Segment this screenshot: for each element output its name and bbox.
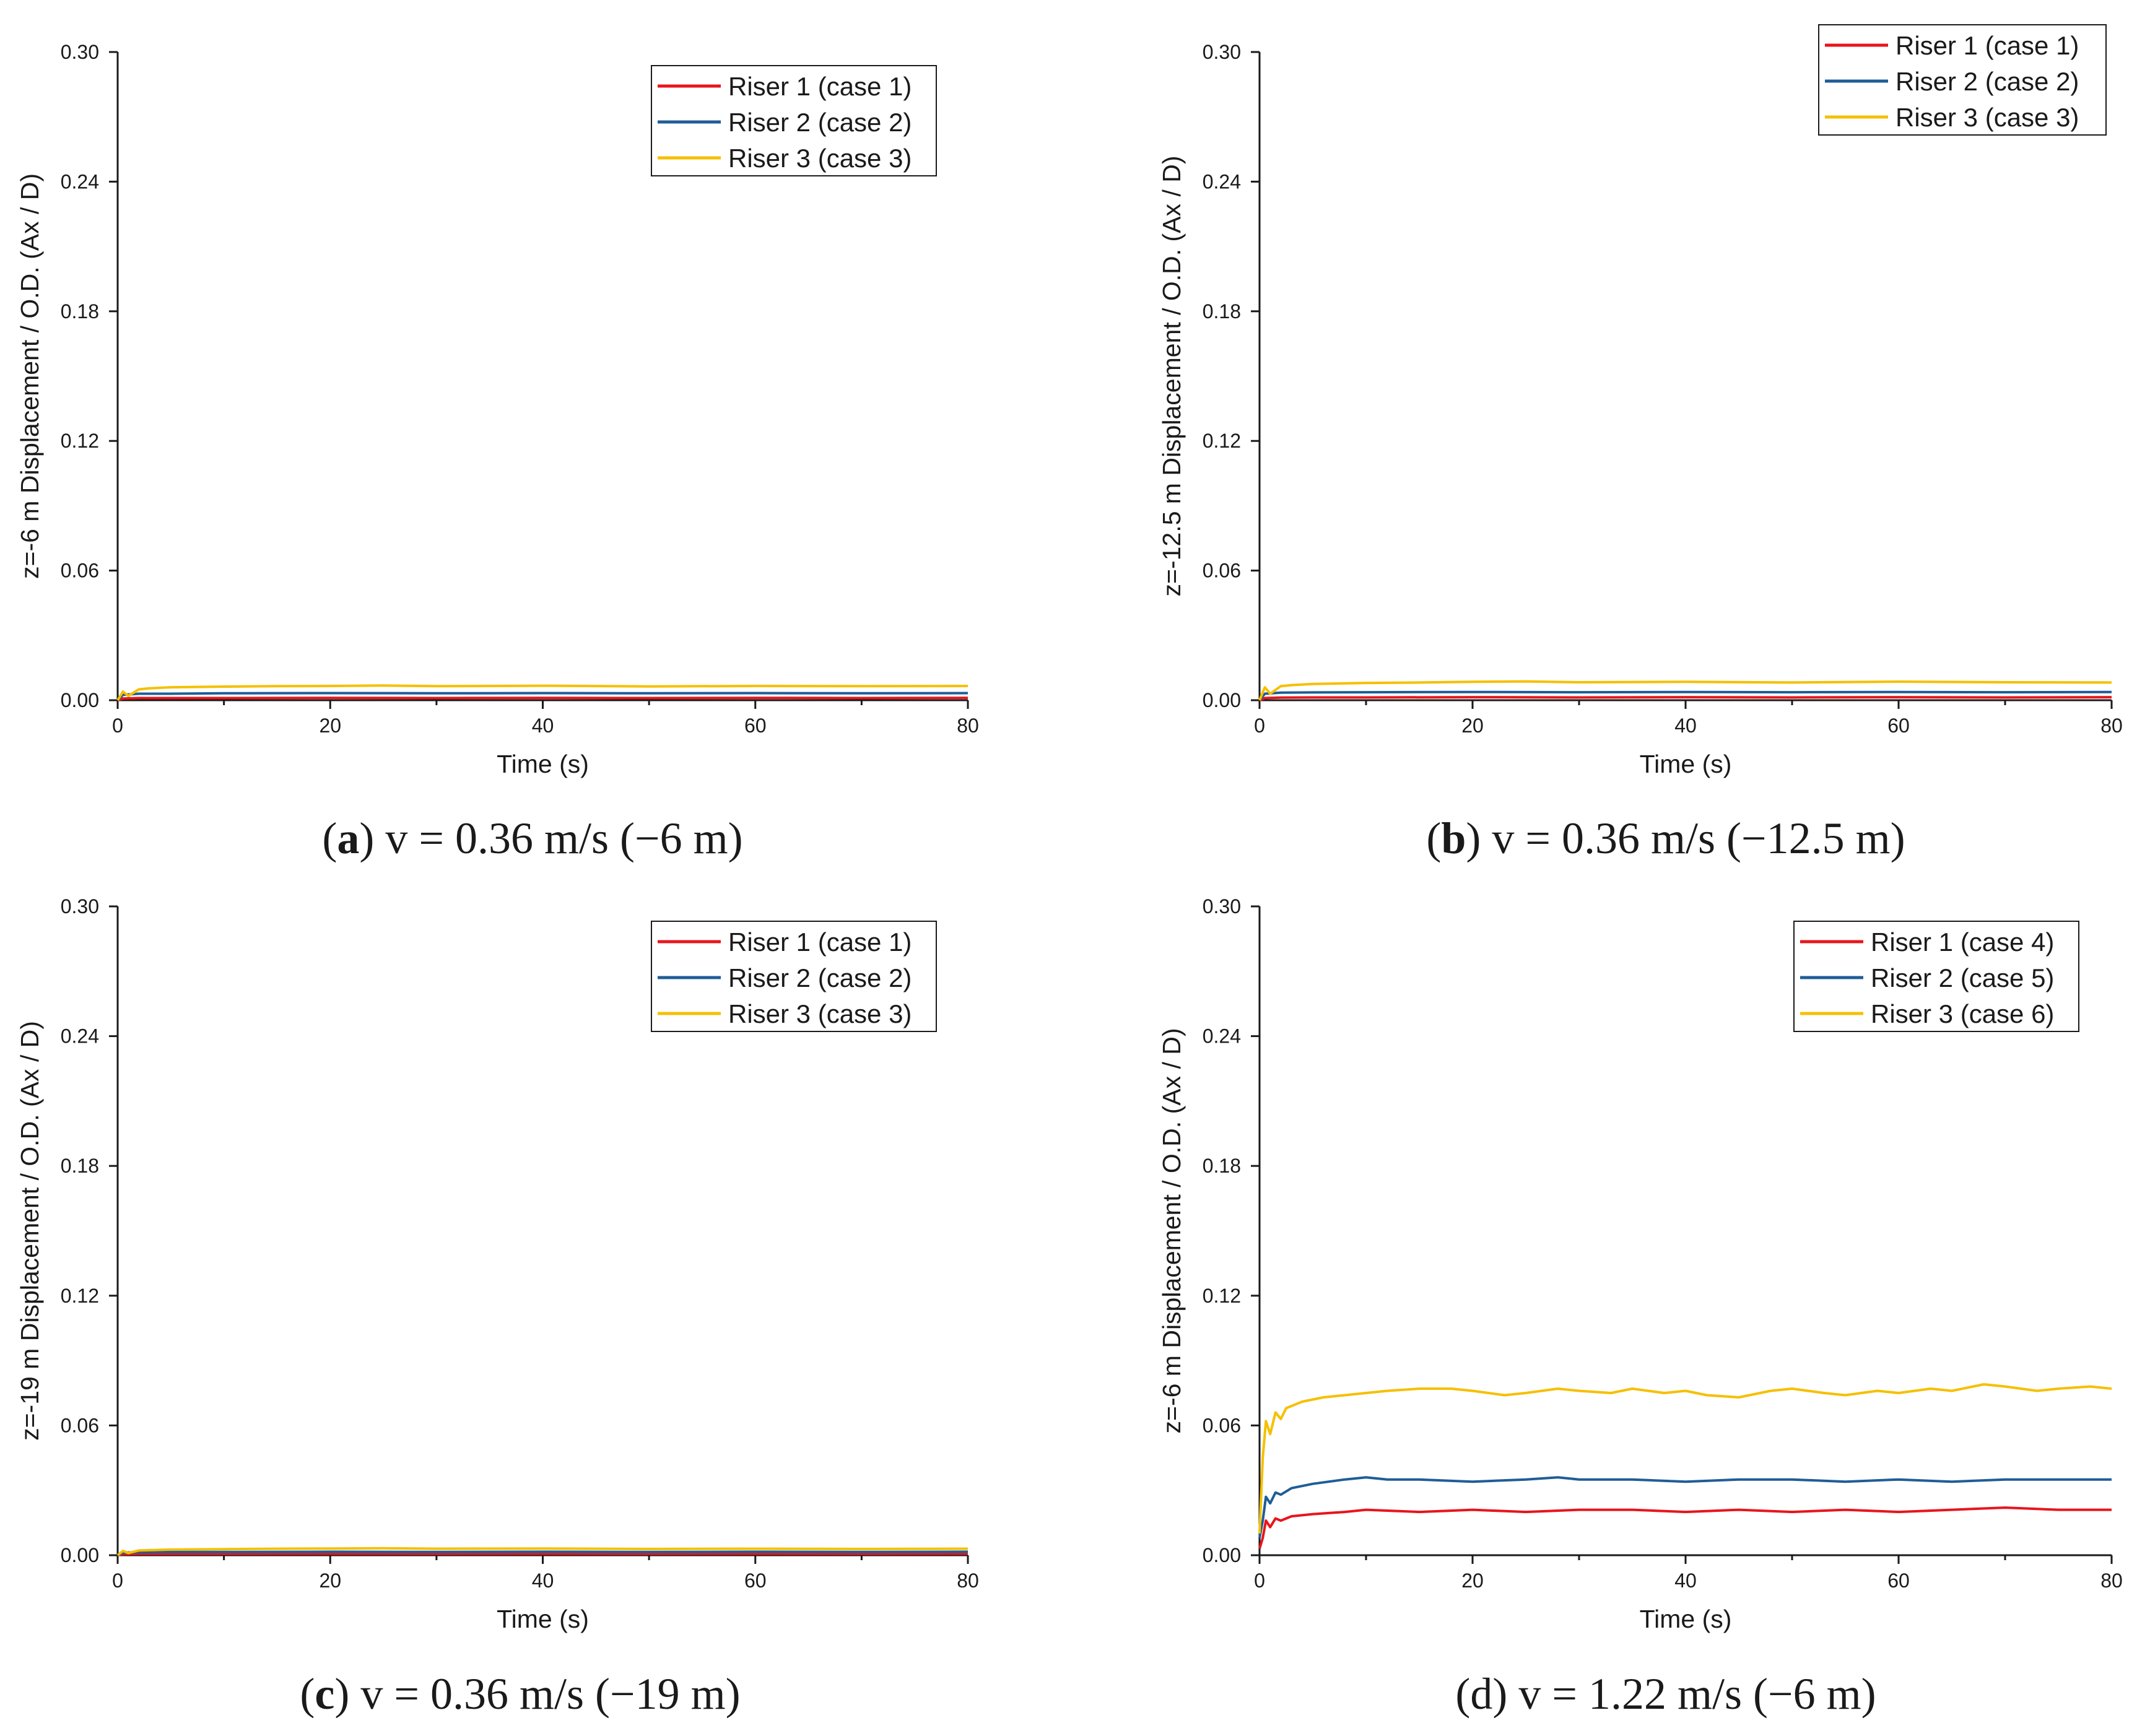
y-axis-label: z=-12.5 m Displacement / O.D. (Ax / D) [1157, 156, 1186, 597]
x-tick-label: 0 [1254, 1569, 1265, 1592]
caption-letter: a [337, 814, 359, 863]
y-tick-label: 0.24 [1203, 170, 1241, 193]
x-tick-label: 40 [1674, 714, 1697, 737]
y-tick-label: 0.30 [61, 895, 99, 918]
series-line-1 [1258, 1506, 2112, 1550]
series-line-1 [117, 1552, 968, 1556]
y-tick-label: 0.30 [61, 41, 99, 63]
series-line-1 [1259, 696, 2112, 701]
y-tick-label: 0.18 [1203, 300, 1241, 323]
series-line-2 [1258, 1476, 2112, 1539]
y-tick-label: 0.00 [1203, 689, 1241, 711]
y-axis-label: z=-6 m Displacement / O.D. (Ax / D) [1157, 1028, 1186, 1434]
legend-label: Riser 1 (case 1) [1895, 31, 2079, 60]
legend-label: Riser 2 (case 2) [728, 108, 912, 137]
legend-label: Riser 3 (case 6) [1871, 999, 2054, 1028]
panel-b: 0.00 0.06 0.12 0.18 0.24 0.30 0 20 40 60 80 Time (s… [1157, 24, 2123, 863]
x-tick-label: 80 [2100, 1569, 2123, 1592]
x-tick-label: 20 [1461, 714, 1484, 737]
series-line-3 [1258, 1383, 2112, 1534]
y-tick-label: 0.12 [1203, 430, 1241, 452]
x-tick-label: 60 [1887, 1569, 1910, 1592]
y-tick-label: 0.06 [61, 560, 99, 582]
x-tick-label: 20 [319, 1569, 341, 1592]
legend-label: Riser 1 (case 4) [1871, 927, 2054, 957]
caption-letter: c [315, 1669, 334, 1719]
y-tick-label: 0.00 [61, 1544, 99, 1566]
y-axis-label: z=-19 m Displacement / O.D. (Ax / D) [15, 1021, 44, 1441]
panel-caption: (c) v = 0.36 m/s (−19 m) [300, 1669, 740, 1719]
caption-text: v = 0.36 m/s (−12.5 m) [1492, 814, 1905, 863]
x-tick-label: 0 [112, 714, 123, 737]
x-tick-label: 60 [1887, 714, 1910, 737]
legend-label: Riser 3 (case 3) [728, 144, 912, 173]
y-tick-label: 0.12 [61, 1285, 99, 1307]
y-tick-label: 0.24 [1203, 1025, 1241, 1048]
y-tick-label: 0.06 [1203, 1414, 1241, 1436]
legend-label: Riser 2 (case 5) [1871, 963, 2054, 992]
x-tick-label: 60 [744, 714, 767, 737]
legend-label: Riser 3 (case 3) [1895, 103, 2079, 132]
series-line-3 [116, 684, 968, 701]
legend-label: Riser 2 (case 2) [1895, 67, 2079, 96]
y-tick-label: 0.06 [1203, 560, 1241, 582]
y-tick-label: 0.06 [61, 1414, 99, 1436]
y-axis-label: z=-6 m Displacement / O.D. (Ax / D) [15, 173, 44, 579]
legend: Riser 1 (case 4) Riser 2 (case 5) Riser 3 … [1793, 921, 2079, 1032]
y-tick-label: 0.18 [61, 300, 99, 323]
legend: Riser 1 (case 1) Riser 2 (case 2) Riser 3 … [651, 921, 937, 1032]
x-axis-label: Time (s) [1640, 1605, 1732, 1633]
x-tick-label: 20 [1461, 1569, 1484, 1592]
series-line-1 [117, 697, 968, 701]
y-tick-label: 0.12 [61, 430, 99, 452]
series-line-3 [116, 1547, 968, 1556]
y-tick-label: 0.30 [1203, 41, 1241, 63]
x-tick-label: 20 [319, 714, 341, 737]
panel-caption: (d) v = 1.22 m/s (−6 m) [1455, 1669, 1876, 1719]
series-line-3 [1258, 680, 2112, 701]
caption-text: v = 0.36 m/s (−6 m) [385, 814, 742, 863]
series-line-2 [1258, 690, 2112, 701]
caption-text: v = 0.36 m/s (−19 m) [360, 1669, 740, 1719]
legend: Riser 1 (case 1) Riser 2 (case 2) Riser 3 … [1818, 24, 2107, 136]
panel-caption: (a) v = 0.36 m/s (−6 m) [322, 814, 742, 863]
x-tick-label: 80 [957, 1569, 979, 1592]
x-tick-label: 40 [532, 714, 554, 737]
x-tick-label: 40 [1674, 1569, 1697, 1592]
panel-c: 0.00 0.06 0.12 0.18 0.24 0.30 0 20 40 60 80 Time (s… [15, 895, 979, 1719]
x-tick-label: 60 [744, 1569, 767, 1592]
legend-label: Riser 1 (case 1) [728, 927, 912, 957]
legend-label: Riser 2 (case 2) [728, 963, 912, 992]
x-tick-label: 0 [1254, 714, 1265, 737]
panel-caption: (b) v = 0.36 m/s (−12.5 m) [1426, 814, 1905, 863]
y-tick-label: 0.18 [1203, 1155, 1241, 1177]
x-tick-label: 0 [112, 1569, 123, 1592]
y-tick-label: 0.18 [61, 1155, 99, 1177]
caption-letter: b [1441, 814, 1466, 863]
x-tick-label: 40 [532, 1569, 554, 1592]
y-tick-label: 0.00 [1203, 1544, 1241, 1566]
series-line-2 [116, 692, 968, 701]
x-axis-label: Time (s) [497, 1605, 589, 1633]
y-tick-label: 0.00 [61, 689, 99, 711]
legend-label: Riser 1 (case 1) [728, 72, 912, 101]
caption-letter: d [1470, 1669, 1492, 1719]
panel-a: 0.00 0.06 0.12 0.18 0.24 0.30 0 20 40 60 80 Time (s… [15, 41, 979, 863]
legend: Riser 1 (case 1) Riser 2 (case 2) Riser 3 … [651, 65, 937, 176]
x-axis-label: Time (s) [497, 750, 589, 778]
x-tick-label: 80 [2100, 714, 2123, 737]
y-tick-label: 0.12 [1203, 1285, 1241, 1307]
caption-text: v = 1.22 m/s (−6 m) [1518, 1669, 1876, 1719]
y-tick-label: 0.24 [61, 170, 99, 193]
y-tick-label: 0.24 [61, 1025, 99, 1048]
legend-label: Riser 3 (case 3) [728, 999, 912, 1028]
x-tick-label: 80 [957, 714, 979, 737]
y-tick-label: 0.30 [1203, 895, 1241, 918]
x-axis-label: Time (s) [1640, 750, 1732, 778]
panel-d: 0.00 0.06 0.12 0.18 0.24 0.30 0 20 40 60 80 Time (s… [1157, 895, 2123, 1719]
